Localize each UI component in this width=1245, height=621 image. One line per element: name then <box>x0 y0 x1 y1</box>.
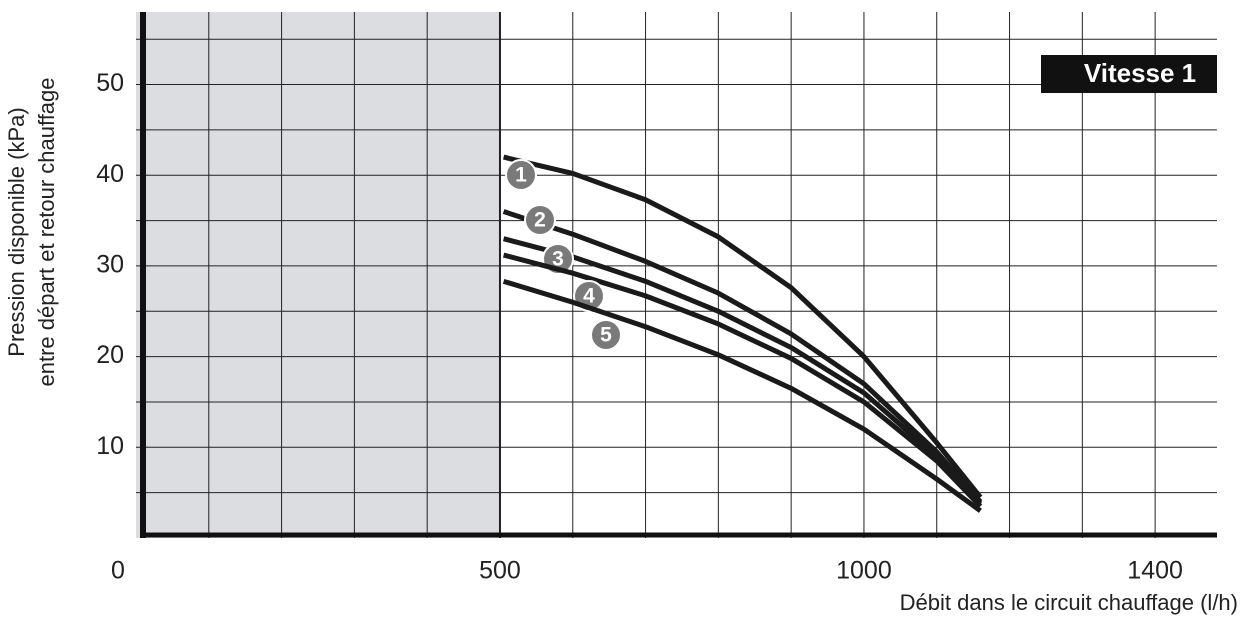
series-label: 5 <box>600 324 612 347</box>
x-tick-label: 1000 <box>836 557 892 585</box>
series-line <box>503 154 983 499</box>
x-axis-title: Débit dans le circuit chauffage (l/h) <box>900 590 1238 615</box>
y-tick-label: 30 <box>96 251 124 279</box>
series-label: 3 <box>552 248 564 271</box>
series-label-badge <box>590 319 622 351</box>
y-tick-label: 20 <box>96 341 124 369</box>
x-tick-label: 1400 <box>1127 557 1183 585</box>
series-line <box>502 252 983 508</box>
series-label: 2 <box>534 209 546 232</box>
badge-box <box>1041 55 1217 93</box>
series-label: 1 <box>515 164 527 187</box>
series-line <box>502 278 982 513</box>
x-tick-label: 500 <box>479 557 521 585</box>
y-axis-title: Pression disponible (kPa) <box>4 107 29 356</box>
series-line <box>502 209 983 504</box>
x-tick-label: 0 <box>111 557 125 585</box>
y-tick-label: 10 <box>96 432 124 460</box>
y-axis-title: entre départ et retour chauffage <box>34 77 59 386</box>
series-label-badge <box>505 159 537 191</box>
series-line <box>502 236 983 506</box>
series-label: 4 <box>583 285 595 308</box>
shaded-region <box>136 12 500 538</box>
y-tick-label: 50 <box>96 69 124 97</box>
series-label-badge <box>524 204 556 236</box>
badge-text: Vitesse 1 <box>1084 58 1196 88</box>
y-tick-label: 40 <box>96 160 124 188</box>
